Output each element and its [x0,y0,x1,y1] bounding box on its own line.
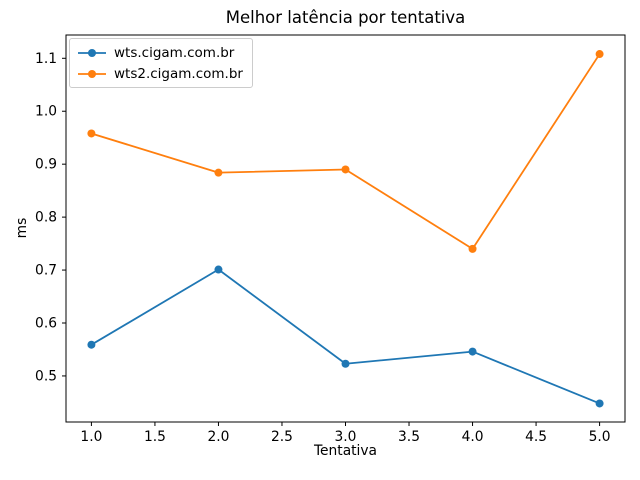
y-tick-label: 0.5 [35,368,57,384]
x-tick-label: 3.5 [398,429,420,445]
legend-item: wts2.cigam.com.br [77,64,243,83]
data-point-wts2.cigam.com.br [214,168,223,177]
y-tick-label: 0.6 [35,316,57,332]
legend: wts.cigam.com.br wts2.cigam.com.br [69,38,253,88]
y-tick-label: 0.9 [35,157,57,173]
x-tick-label: 1.5 [144,429,166,445]
y-tick-label: 1.1 [35,51,57,67]
y-tick-label: 0.8 [35,210,57,226]
x-tick-label: 4.5 [525,429,547,445]
legend-line-marker-icon [78,69,106,78]
data-point-wts.cigam.com.br [468,347,477,356]
data-point-wts2.cigam.com.br [468,244,477,253]
x-tick-label: 2.5 [271,429,293,445]
x-tick-label: 5.0 [589,429,611,445]
y-tick-label: 0.7 [35,263,57,279]
x-tick-label: 4.0 [462,429,484,445]
data-point-wts.cigam.com.br [214,265,223,274]
data-point-wts.cigam.com.br [87,340,96,349]
series-line-wts.cigam.com.br [90,268,601,405]
y-axis-label: ms [14,217,30,239]
data-point-wts2.cigam.com.br [595,50,604,59]
x-axis-label: Tentativa [313,443,378,459]
data-point-wts2.cigam.com.br [341,165,350,174]
y-tick-label: 1.0 [35,104,57,120]
legend-label: wts.cigam.com.br [114,44,235,61]
data-point-wts.cigam.com.br [341,359,350,368]
data-point-wts2.cigam.com.br [87,129,96,138]
x-tick-label: 2.0 [207,429,229,445]
chart-title: Melhor latência por tentativa [225,8,466,27]
legend-item: wts.cigam.com.br [77,43,243,62]
legend-label: wts2.cigam.com.br [114,65,243,82]
data-point-wts.cigam.com.br [595,399,604,408]
legend-line-marker-icon [78,48,106,57]
x-tick-label: 3.0 [335,429,357,445]
x-tick-label: 1.0 [80,429,102,445]
